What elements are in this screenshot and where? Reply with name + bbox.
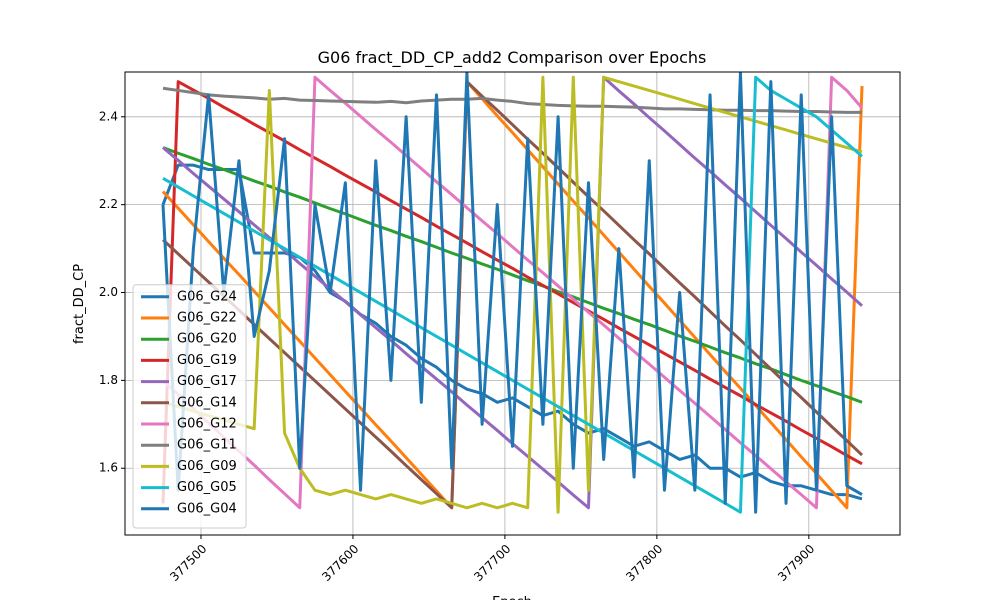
series-line <box>161 75 864 510</box>
series-line <box>162 75 863 514</box>
y-tick-label: 2.0 <box>99 285 118 299</box>
legend-label: G06_G05 <box>177 480 237 495</box>
series-line <box>162 75 863 514</box>
y-tick-label: 2.4 <box>99 109 118 123</box>
legend-label: G06_G14 <box>177 395 237 410</box>
x-axis-label: Epoch <box>492 595 532 600</box>
y-tick-label: 1.8 <box>99 373 118 387</box>
y-axis-label: fract_DD_CP <box>72 264 87 344</box>
legend-label: G06_G22 <box>177 311 237 326</box>
x-tick-label: 377600 <box>319 542 361 584</box>
legend-label: G06_G12 <box>177 417 237 432</box>
legend-label: G06_G24 <box>177 289 237 304</box>
legend-label: G06_G17 <box>177 374 237 389</box>
x-tick-label: 377500 <box>167 542 209 584</box>
y-tick-label: 2.2 <box>99 197 118 211</box>
plot-lines <box>161 72 864 514</box>
series-line <box>161 163 863 501</box>
x-tick-label: 377900 <box>775 542 817 584</box>
legend-label: G06_G09 <box>177 459 237 474</box>
chart-title: G06 fract_DD_CP_add2 Comparison over Epo… <box>318 48 707 68</box>
legend-label: G06_G11 <box>177 438 237 453</box>
legend-label: G06_G19 <box>177 353 237 368</box>
x-tick-label: 377800 <box>623 542 665 584</box>
legend-label: G06_G04 <box>177 501 237 516</box>
y-tick-label: 1.6 <box>99 461 118 475</box>
legend: G06_G24 G06_G22 G06_G20 G06_G19 G06_G17 G06_G… <box>132 284 247 529</box>
legend-label: G06_G20 <box>177 332 237 347</box>
series-line <box>161 72 863 514</box>
x-tick-label: 377700 <box>471 542 513 584</box>
series-line <box>162 86 863 114</box>
plot-frame <box>124 71 901 536</box>
